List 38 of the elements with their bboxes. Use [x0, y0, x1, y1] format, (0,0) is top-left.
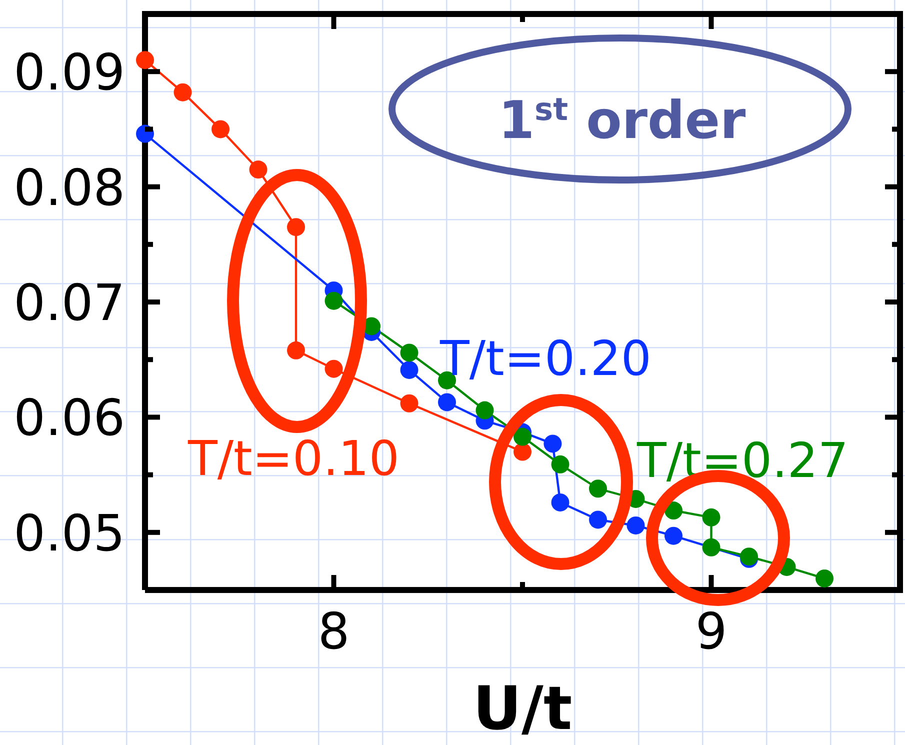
point	[249, 160, 268, 179]
point	[212, 120, 230, 138]
point	[287, 218, 305, 236]
y-tick-label: 0.06	[14, 389, 125, 448]
point	[664, 502, 682, 520]
x-axis-title: U/t	[472, 674, 572, 744]
point	[324, 360, 343, 378]
annotation: 1$^{st}$ order	[498, 91, 746, 151]
series-label: T/t=0.10	[187, 431, 400, 487]
point	[702, 538, 720, 556]
point	[514, 442, 532, 461]
point	[551, 455, 570, 474]
point	[514, 428, 532, 446]
y-tick-label: 0.08	[14, 158, 125, 217]
y-tick-label: 0.05	[14, 504, 125, 562]
point	[702, 508, 720, 526]
point	[324, 292, 343, 310]
point	[400, 394, 418, 412]
point	[476, 401, 494, 420]
y-tick-label: 0.09	[14, 44, 125, 102]
point	[287, 341, 305, 360]
point	[544, 434, 562, 453]
point	[400, 360, 418, 379]
point	[438, 393, 456, 412]
point	[174, 83, 192, 102]
x-tick-label: 9	[695, 602, 728, 660]
x-tick-label: 8	[318, 602, 350, 660]
point	[816, 569, 834, 588]
point	[626, 516, 645, 534]
point	[551, 493, 570, 512]
point	[400, 344, 418, 362]
point	[136, 51, 154, 70]
point	[664, 526, 682, 545]
point	[589, 510, 607, 529]
series-label: T/t=0.20	[439, 331, 652, 387]
series-label: T/t=0.27	[636, 433, 848, 489]
y-tick-label: 0.07	[14, 274, 125, 332]
point	[589, 480, 607, 498]
